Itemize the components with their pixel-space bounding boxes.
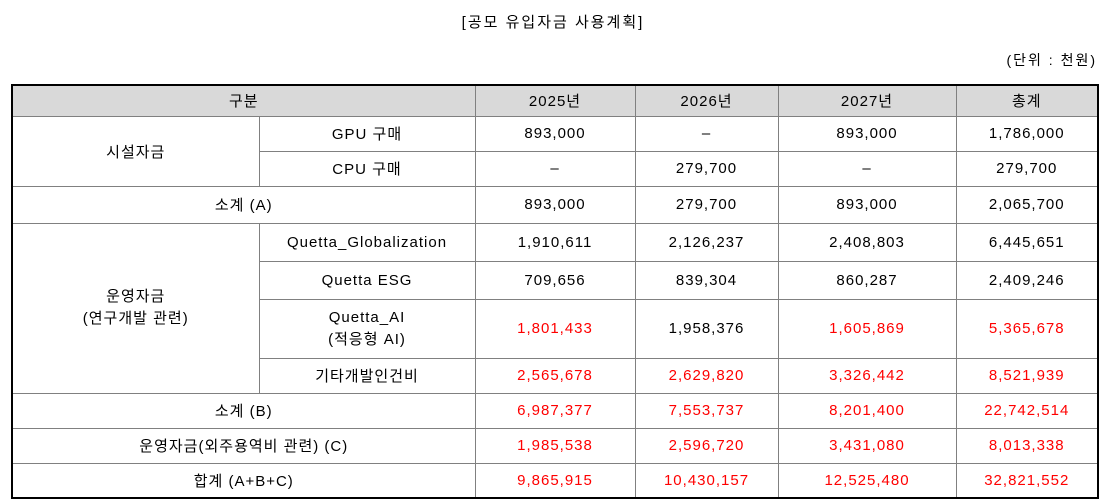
row-subtotal-b: 소계 (B) 6,987,377 7,553,737 8,201,400 22,… [11,392,1099,429]
cell-gpu-2025: 893,000 [474,115,636,152]
cell-outsourcing-c-total: 8,013,338 [955,427,1099,464]
cell-grand-total-2025: 9,865,915 [474,462,636,499]
row-grand-total: 합계 (A+B+C) 9,865,915 10,430,157 12,525,4… [11,462,1099,499]
cell-other-dev-labor-2026: 2,629,820 [634,357,779,394]
cell-quetta-globalization-2027: 2,408,803 [777,222,957,262]
cell-quetta-ai-2025: 1,801,433 [474,298,636,359]
cell-quetta-globalization-label: Quetta_Globalization [258,222,476,262]
cell-quetta-globalization-2025: 1,910,611 [474,222,636,262]
row-quetta-globalization: 운영자금 (연구개발 관련) Quetta_Globalization 1,91… [11,222,1099,394]
operating-group-line1: 운영자금 [106,288,166,306]
cell-subtotal-a-label: 소계 (A) [11,185,476,224]
cell-subtotal-a-total: 2,065,700 [955,185,1099,224]
header-total: 총계 [955,84,1099,117]
cell-outsourcing-c-2027: 3,431,080 [777,427,957,464]
cell-other-dev-labor-2027: 3,326,442 [777,357,957,394]
cell-group-facility: 시설자금 [11,115,260,187]
header-2025: 2025년 [474,84,636,117]
cell-cpu-label: CPU 구매 [258,150,476,187]
unit-note: (단위 : 천원) [1006,52,1097,68]
header-row: 구분 2025년 2026년 2027년 총계 [11,84,1099,117]
cell-other-dev-labor-total: 8,521,939 [955,357,1099,394]
cell-grand-total-total: 32,821,552 [955,462,1099,499]
cell-grand-total-2027: 12,525,480 [777,462,957,499]
cell-grand-total-label: 합계 (A+B+C) [11,462,476,499]
cell-quetta-ai-total: 5,365,678 [955,298,1099,359]
cell-subtotal-b-label: 소계 (B) [11,392,476,429]
cell-quetta-ai-2026: 1,958,376 [634,298,779,359]
row-quetta-esg: Quetta ESG 709,656 839,304 860,287 2,409… [12,260,1099,300]
cell-outsourcing-c-2025: 1,985,538 [474,427,636,464]
cell-subtotal-b-2025: 6,987,377 [474,392,636,429]
cell-outsourcing-c-2026: 2,596,720 [634,427,779,464]
cell-subtotal-b-2027: 8,201,400 [777,392,957,429]
cell-subtotal-b-2026: 7,553,737 [634,392,779,429]
cell-grand-total-2026: 10,430,157 [634,462,779,499]
cell-quetta-ai-label: Quetta_AI (적응형 AI) [258,298,476,359]
cell-subtotal-a-2026: 279,700 [634,185,779,224]
cell-other-dev-labor-2025: 2,565,678 [474,357,636,394]
cell-cpu-2025: – [474,150,636,187]
cell-subtotal-a-2025: 893,000 [474,185,636,224]
cell-quetta-globalization-total: 6,445,651 [955,222,1099,262]
cell-gpu-2026: – [634,115,779,152]
cell-gpu-2027: 893,000 [777,115,957,152]
page-title: [공모 유입자금 사용계획] [461,14,645,31]
row-subtotal-a: 소계 (A) 893,000 279,700 893,000 2,065,700 [11,185,1099,224]
cell-quetta-ai-2027: 1,605,869 [777,298,957,359]
cell-quetta-esg-2025: 709,656 [474,260,636,300]
cell-gpu-total: 1,786,000 [955,115,1099,152]
cell-quetta-esg-2027: 860,287 [777,260,957,300]
cell-quetta-esg-total: 2,409,246 [955,260,1099,300]
quetta-ai-label-line1: Quetta_AI [328,308,406,326]
cell-quetta-esg-2026: 839,304 [634,260,779,300]
cell-outsourcing-c-label: 운영자금(외주용역비 관련) (C) [11,427,476,464]
cell-subtotal-b-total: 22,742,514 [955,392,1099,429]
operating-group-line2: (연구개발 관련) [82,310,189,327]
quetta-ai-label-line2: (적응형 AI) [328,330,406,348]
cell-cpu-2026: 279,700 [634,150,779,187]
cell-cpu-2027: – [777,150,957,187]
cell-gpu-label: GPU 구매 [258,115,476,152]
row-outsourcing-c: 운영자금(외주용역비 관련) (C) 1,985,538 2,596,720 3… [11,427,1099,464]
row-quetta-ai: Quetta_AI (적응형 AI) 1,801,433 1,958,376 1… [12,298,1099,359]
cell-quetta-globalization-2026: 2,126,237 [634,222,779,262]
row-cpu: CPU 구매 – 279,700 – 279,700 [12,150,1099,187]
cell-other-dev-labor-label: 기타개발인건비 [258,357,476,394]
cell-quetta-esg-label: Quetta ESG [258,260,476,300]
cell-cpu-total: 279,700 [955,150,1099,187]
cell-subtotal-a-2027: 893,000 [777,185,957,224]
cell-group-operating: 운영자금 (연구개발 관련) [11,222,260,394]
header-category: 구분 [11,84,476,117]
fund-usage-table: 구분 2025년 2026년 2027년 총계 시설자금 GPU 구매 893,… [11,84,1100,499]
header-2027: 2027년 [777,84,957,117]
row-other-dev-labor: 기타개발인건비 2,565,678 2,629,820 3,326,442 8,… [12,357,1099,394]
header-2026: 2026년 [634,84,779,117]
row-gpu: 시설자금 GPU 구매 893,000 – 893,000 1,786,000 [11,115,1099,187]
